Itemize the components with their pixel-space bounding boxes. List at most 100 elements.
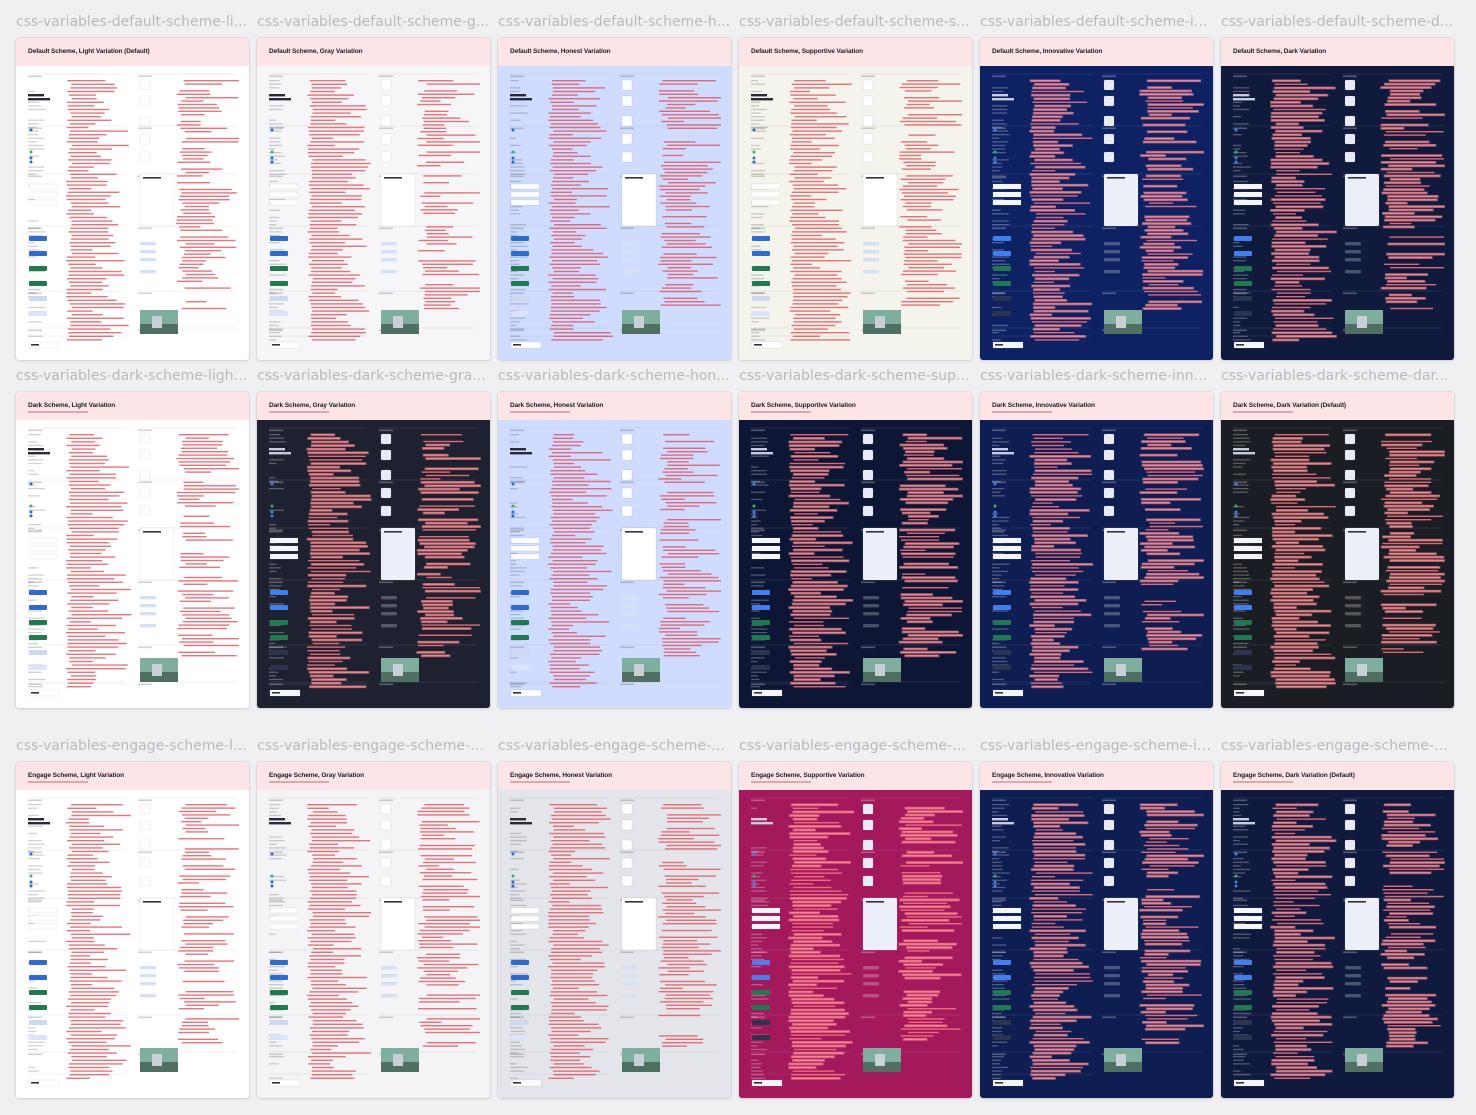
- artboard-preview: [498, 790, 731, 1098]
- component-annotations: [510, 427, 721, 697]
- header-subtitle-line: [28, 411, 88, 413]
- component-annotations: [510, 797, 721, 1087]
- artboard-filename-label: css-variables-dark-scheme-hon...: [498, 368, 730, 384]
- artboard-filename-label: css-variables-dark-scheme-dar...: [1221, 368, 1449, 384]
- header-subtitle-line: [28, 781, 88, 783]
- artboard-filename-label: css-variables-dark-scheme-sup...: [739, 368, 970, 384]
- artboard-header: Dark Scheme, Honest Variation: [498, 392, 731, 420]
- artboard-preview: [739, 66, 972, 360]
- component-annotations: [269, 427, 481, 697]
- component-annotations: [992, 73, 1204, 349]
- component-annotations: [28, 797, 239, 1087]
- artboard-preview: [16, 420, 249, 708]
- artboard-filename-label: css-variables-dark-scheme-inno...: [980, 368, 1213, 384]
- artboard-title: Dark Scheme, Dark Variation (Default): [1233, 402, 1346, 409]
- artboard-preview: [980, 420, 1213, 708]
- artboard-preview: [980, 790, 1213, 1098]
- header-subtitle-line: [269, 781, 329, 783]
- artboard-filename-label: css-variables-dark-scheme-gra...: [257, 368, 486, 384]
- artboard-frame[interactable]: Default Scheme, Dark Variation: [1221, 38, 1454, 360]
- artboard-filename-label: css-variables-dark-scheme-light...: [16, 368, 249, 384]
- artboard-preview: [739, 790, 972, 1098]
- artboard-header: Engage Scheme, Innovative Variation: [980, 762, 1213, 790]
- artboard-title: Dark Scheme, Honest Variation: [510, 402, 604, 409]
- header-subtitle-line: [992, 411, 1052, 413]
- artboard-frame[interactable]: Engage Scheme, Supportive Variation: [739, 762, 972, 1098]
- artboard-title: Engage Scheme, Honest Variation: [510, 772, 613, 779]
- artboard-filename-label: css-variables-default-scheme-in...: [980, 14, 1213, 30]
- artboard-filename-label: css-variables-engage-scheme-s...: [739, 738, 972, 754]
- artboard-preview: [257, 790, 490, 1098]
- artboard-filename-label: css-variables-default-scheme-s...: [739, 14, 970, 30]
- artboard-frame[interactable]: Engage Scheme, Honest Variation: [498, 762, 731, 1098]
- artboard-title: Engage Scheme, Light Variation: [28, 772, 124, 779]
- artboard-header: Default Scheme, Gray Variation: [257, 38, 490, 66]
- artboard-header: Engage Scheme, Dark Variation (Default): [1221, 762, 1454, 790]
- artboard-title: Default Scheme, Light Variation (Default…: [28, 48, 150, 55]
- artboard-frame[interactable]: Dark Scheme, Innovative Variation: [980, 392, 1213, 708]
- artboard-title: Default Scheme, Innovative Variation: [992, 48, 1103, 55]
- artboard-filename-label: css-variables-engage-scheme-h...: [498, 738, 731, 754]
- artboard-title: Default Scheme, Supportive Variation: [751, 48, 863, 55]
- artboard-frame[interactable]: Dark Scheme, Honest Variation: [498, 392, 731, 708]
- header-subtitle-line: [510, 411, 570, 413]
- header-subtitle-line: [751, 411, 811, 413]
- component-annotations: [28, 73, 239, 349]
- artboard-title: Engage Scheme, Dark Variation (Default): [1233, 772, 1355, 779]
- artboard-filename-label: css-variables-engage-scheme-in...: [980, 738, 1213, 754]
- component-annotations: [1233, 427, 1445, 697]
- header-subtitle-line: [751, 781, 811, 783]
- artboard-filename-label: css-variables-engage-scheme-d...: [1221, 738, 1454, 754]
- artboard-header: Engage Scheme, Light Variation: [16, 762, 249, 790]
- artboard-title: Default Scheme, Gray Variation: [269, 48, 363, 55]
- artboard-header: Engage Scheme, Honest Variation: [498, 762, 731, 790]
- header-subtitle-line: [1233, 411, 1293, 413]
- artboard-frame[interactable]: Default Scheme, Gray Variation: [257, 38, 490, 360]
- artboard-header: Dark Scheme, Gray Variation: [257, 392, 490, 420]
- artboard-preview: [980, 66, 1213, 360]
- header-subtitle-line: [992, 781, 1052, 783]
- component-annotations: [751, 797, 963, 1087]
- artboard-header: Dark Scheme, Innovative Variation: [980, 392, 1213, 420]
- artboard-header: Default Scheme, Honest Variation: [498, 38, 731, 66]
- artboard-title: Engage Scheme, Innovative Variation: [992, 772, 1104, 779]
- artboard-filename-label: css-variables-engage-scheme-g...: [257, 738, 490, 754]
- artboard-filename-label: css-variables-engage-scheme-li...: [16, 738, 249, 754]
- artboard-preview: [257, 66, 490, 360]
- artboard-preview: [16, 66, 249, 360]
- artboard-frame[interactable]: Engage Scheme, Dark Variation (Default): [1221, 762, 1454, 1098]
- header-subtitle-line: [1233, 781, 1293, 783]
- artboard-frame[interactable]: Dark Scheme, Dark Variation (Default): [1221, 392, 1454, 708]
- artboard-preview: [498, 66, 731, 360]
- artboard-frame[interactable]: Engage Scheme, Gray Variation: [257, 762, 490, 1098]
- artboard-header: Default Scheme, Supportive Variation: [739, 38, 972, 66]
- component-annotations: [269, 797, 480, 1087]
- artboard-frame[interactable]: Engage Scheme, Light Variation: [16, 762, 249, 1098]
- artboard-frame[interactable]: Dark Scheme, Light Variation: [16, 392, 249, 708]
- artboard-header: Engage Scheme, Supportive Variation: [739, 762, 972, 790]
- artboard-title: Dark Scheme, Gray Variation: [269, 402, 356, 409]
- artboard-frame[interactable]: Default Scheme, Honest Variation: [498, 38, 731, 360]
- artboard-preview: [16, 790, 249, 1098]
- artboard-frame[interactable]: Default Scheme, Light Variation (Default…: [16, 38, 249, 360]
- artboard-frame[interactable]: Dark Scheme, Gray Variation: [257, 392, 490, 708]
- header-subtitle-line: [510, 781, 570, 783]
- artboard-title: Default Scheme, Dark Variation: [1233, 48, 1327, 55]
- artboard-title: Engage Scheme, Gray Variation: [269, 772, 365, 779]
- artboard-frame[interactable]: Dark Scheme, Supportive Variation: [739, 392, 972, 708]
- artboard-frame[interactable]: Engage Scheme, Innovative Variation: [980, 762, 1213, 1098]
- component-annotations: [992, 427, 1204, 697]
- artboard-preview: [739, 420, 972, 708]
- component-annotations: [1233, 797, 1445, 1087]
- component-annotations: [751, 427, 963, 697]
- artboard-title: Dark Scheme, Supportive Variation: [751, 402, 856, 409]
- artboard-preview: [1221, 66, 1454, 360]
- artboard-title: Default Scheme, Honest Variation: [510, 48, 611, 55]
- artboard-frame[interactable]: Default Scheme, Innovative Variation: [980, 38, 1213, 360]
- artboard-frame[interactable]: Default Scheme, Supportive Variation: [739, 38, 972, 360]
- component-annotations: [28, 427, 239, 697]
- artboard-header: Dark Scheme, Supportive Variation: [739, 392, 972, 420]
- artboard-title: Dark Scheme, Innovative Variation: [992, 402, 1095, 409]
- artboard-preview: [1221, 790, 1454, 1098]
